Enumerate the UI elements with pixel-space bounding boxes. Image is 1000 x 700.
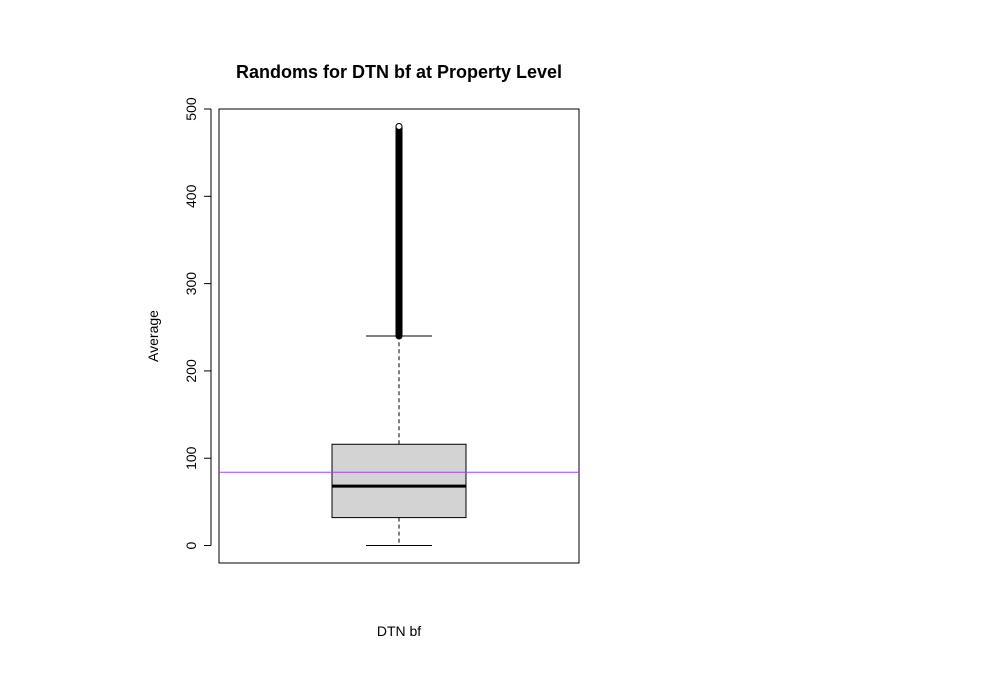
outlier-max-point: [395, 122, 403, 130]
y-axis-ticks: 0 100 200 300 400 500: [183, 97, 211, 549]
iqr-box: [331, 443, 467, 519]
y-tick-label: 0: [183, 541, 199, 549]
y-tick-label: 200: [183, 359, 199, 383]
y-tick-label: 300: [183, 272, 199, 296]
x-axis-label: DTN bf: [377, 623, 421, 639]
boxplot-series: [331, 122, 467, 547]
plot-frame: [218, 108, 580, 564]
y-axis-label: Average: [145, 310, 161, 362]
y-tick-label: 100: [183, 446, 199, 470]
y-tick-label: 400: [183, 184, 199, 208]
chart-title: Randoms for DTN bf at Property Level: [236, 62, 562, 82]
y-tick-label: 500: [183, 97, 199, 121]
